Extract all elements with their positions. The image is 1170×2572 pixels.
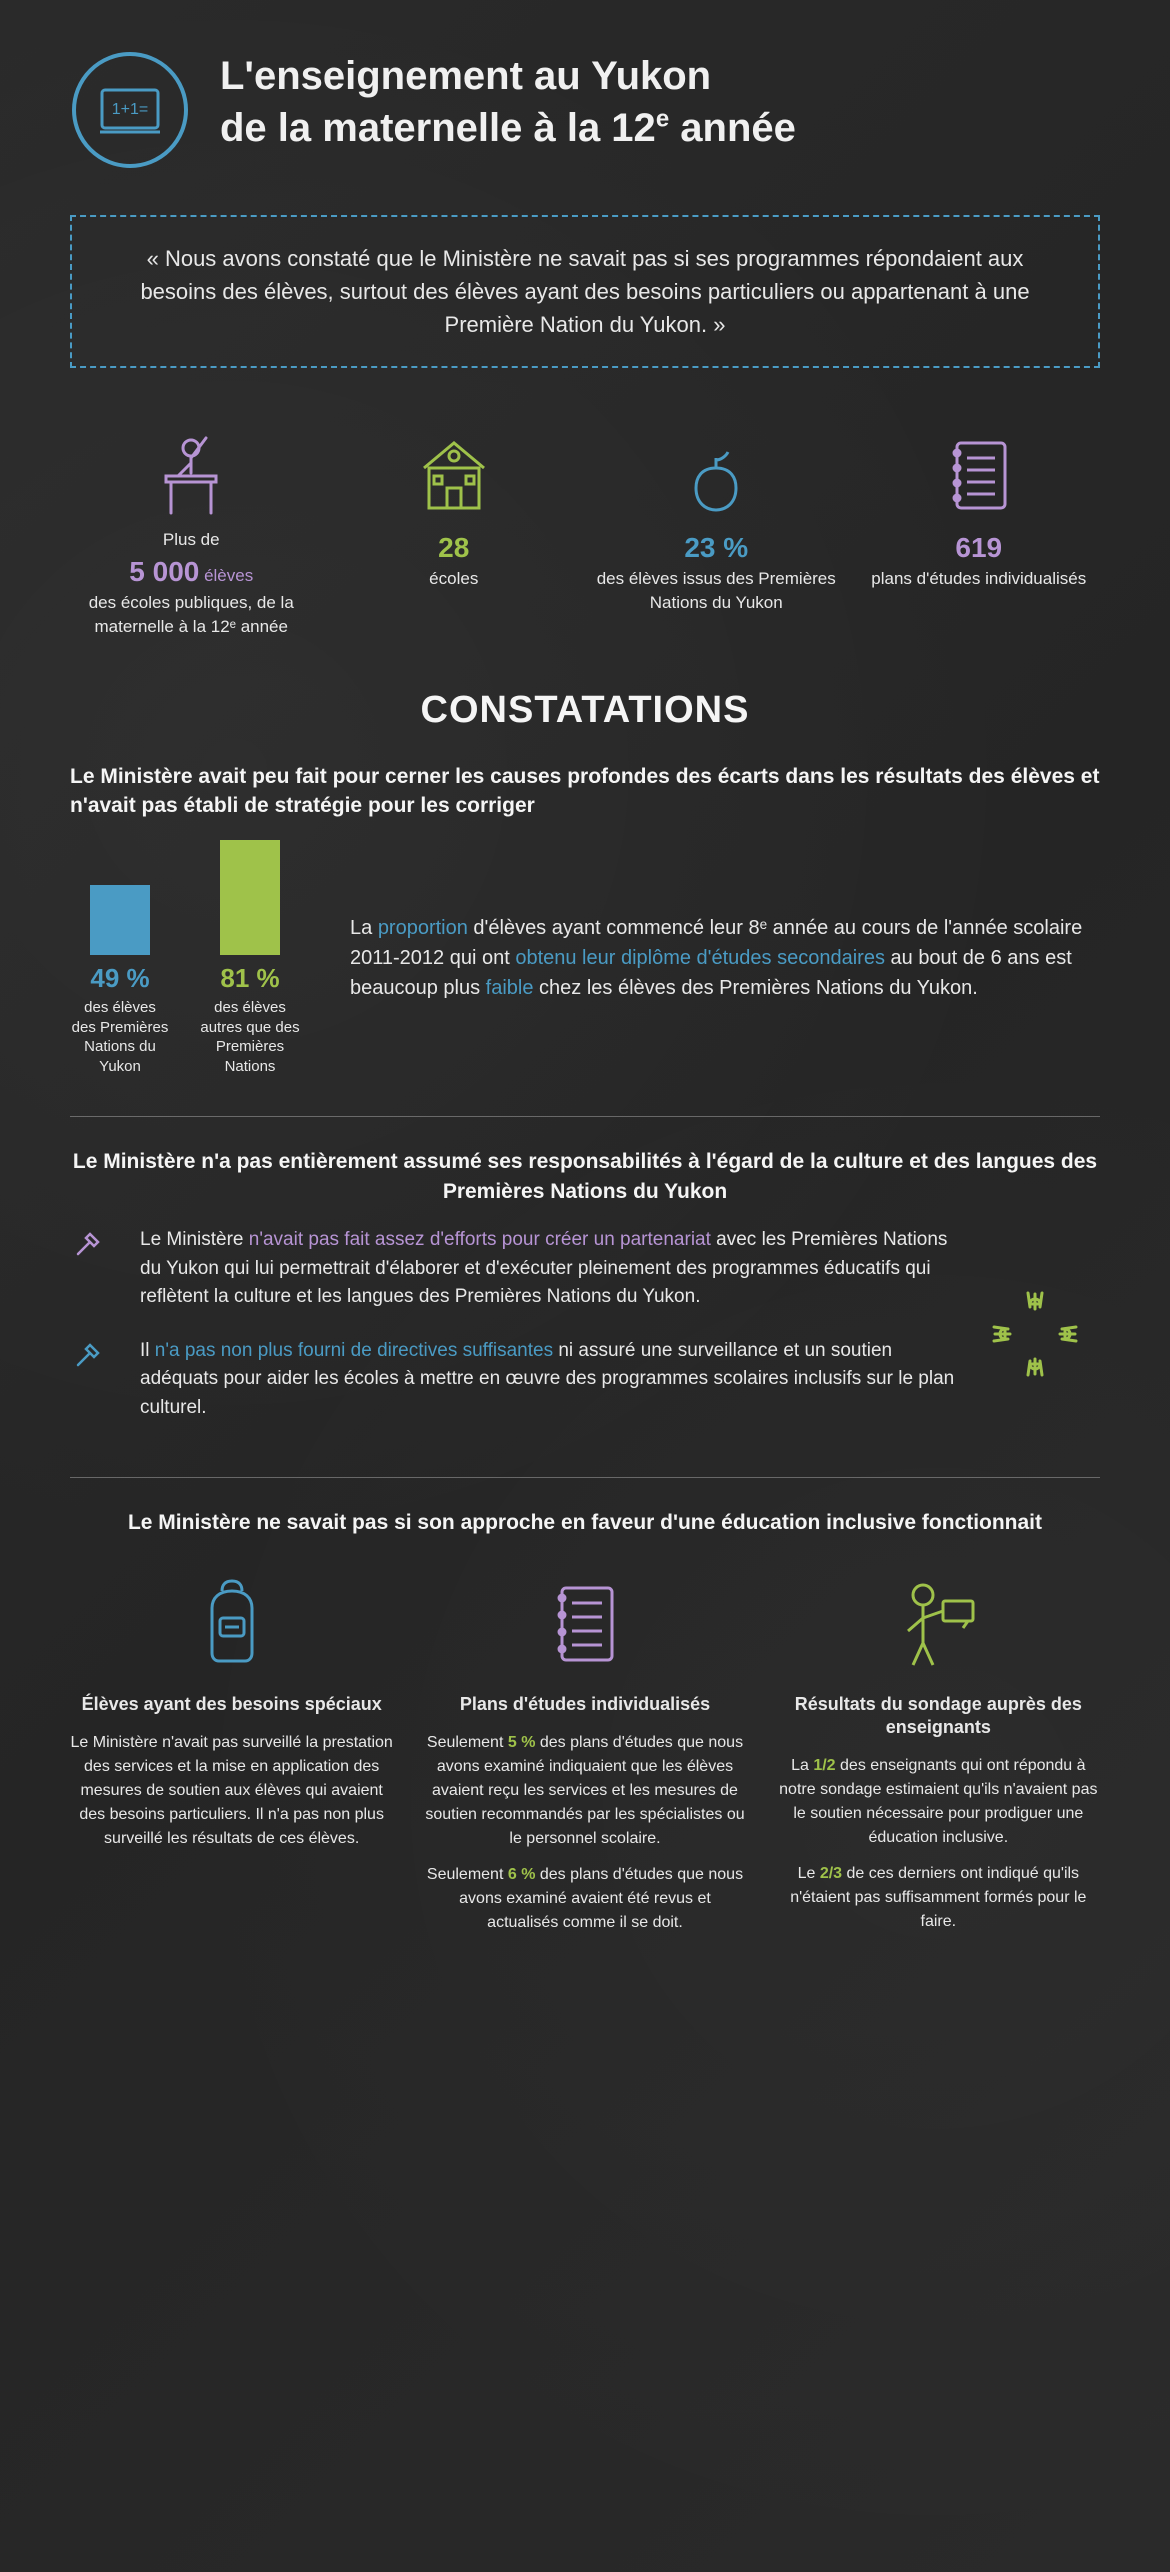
hl: 2/3 (820, 1865, 842, 1882)
hl: n'a pas non plus fourni de directives su… (155, 1340, 553, 1361)
col-text: Le Ministère n'avait pas surveillé la pr… (70, 1731, 393, 1851)
hl: 1/2 (813, 1757, 835, 1774)
col-text: La 1/2 des enseignants qui ont répondu à… (777, 1754, 1100, 1934)
col-plans: Plans d'études individualisés Seulement … (423, 1568, 746, 1947)
hl: n'avait pas fait assez d'efforts pour cr… (249, 1229, 711, 1250)
t: chez les élèves des Premières Nations du… (533, 977, 977, 999)
para: Le Ministère n'avait pas surveillé la pr… (70, 1731, 393, 1851)
stat-num: 619 (955, 532, 1002, 563)
stat-plans: 619 plans d'études individualisés (858, 418, 1101, 639)
title-end: année (669, 106, 796, 150)
col-title: Plans d'études individualisés (423, 1693, 746, 1716)
section-title: CONSTATATIONS (70, 689, 1100, 732)
col-title: Résultats du sondage auprès des enseigna… (777, 1693, 1100, 1740)
quote-box: « Nous avons constaté que le Ministère n… (70, 215, 1100, 368)
stat-num: 23 % (684, 532, 748, 563)
t: Seulement (427, 1866, 508, 1883)
finding-item: Il n'a pas non plus fourni de directives… (70, 1337, 960, 1423)
bar-pct: 49 % (70, 963, 170, 994)
stat-firstnations: 23 % des élèves issus des Premières Nati… (595, 418, 838, 639)
page-title: L'enseignement au Yukon de la maternelle… (220, 50, 796, 154)
hands-icon (980, 1279, 1100, 1394)
stat-unit: élèves (199, 566, 253, 585)
svg-text:1+1=: 1+1= (112, 101, 148, 118)
hammer-icon (70, 1226, 110, 1267)
hl: faible (486, 977, 534, 999)
notebook-icon (858, 418, 1101, 518)
stats-row: Plus de 5 000 élèves des écoles publique… (70, 418, 1100, 639)
para: Le 2/3 de ces derniers ont indiqué qu'il… (777, 1862, 1100, 1934)
bar-label: des élèves autres que des Premières Nati… (200, 998, 300, 1076)
teacher-icon (777, 1568, 1100, 1678)
finding2-heading: Le Ministère n'a pas entièrement assumé … (70, 1147, 1100, 1206)
apple-icon (595, 418, 838, 518)
t: Seulement (427, 1734, 508, 1751)
chalkboard-icon: 1+1= (70, 50, 190, 175)
hl: obtenu leur diplôme d'études secondaires (515, 947, 885, 969)
stat-num: 5 000 (129, 556, 199, 587)
finding3-heading: Le Ministère ne savait pas si son approc… (70, 1508, 1100, 1537)
stat-post: des élèves issus des Premières Nations d… (597, 569, 836, 612)
title-line2: de la maternelle à la 12 (220, 106, 656, 150)
stat-pre: Plus de (163, 530, 220, 549)
divider (70, 1477, 1100, 1478)
stat-text: 28 écoles (333, 528, 576, 591)
stat-text: 619 plans d'études individualisés (858, 528, 1101, 591)
stat-schools: 28 écoles (333, 418, 576, 639)
school-icon (333, 418, 576, 518)
divider (70, 1116, 1100, 1117)
bar-chart: 49 % des élèves des Premières Nations du… (70, 840, 300, 1076)
hl: proportion (378, 917, 468, 939)
para: Seulement 6 % des plans d'études que nou… (423, 1863, 746, 1935)
bar-group: 49 % des élèves des Premières Nations du… (70, 885, 170, 1076)
col-text: Seulement 5 % des plans d'études que nou… (423, 1731, 746, 1935)
bar-group: 81 % des élèves autres que des Premières… (200, 840, 300, 1076)
t: La (350, 917, 378, 939)
stat-post: des écoles publiques, de la maternelle à… (89, 593, 294, 636)
chart-description: La proportion d'élèves ayant commencé le… (350, 913, 1100, 1003)
stat-text: 23 % des élèves issus des Premières Nati… (595, 528, 838, 615)
bar-pct: 81 % (200, 963, 300, 994)
quote-text: « Nous avons constaté que le Ministère n… (140, 246, 1029, 337)
finding-text: Le Ministère n'avait pas fait assez d'ef… (140, 1226, 960, 1312)
title-line1: L'enseignement au Yukon (220, 54, 711, 98)
stat-students: Plus de 5 000 élèves des écoles publique… (70, 418, 313, 639)
student-desk-icon (70, 418, 313, 518)
bar (90, 885, 150, 955)
hl: 5 % (508, 1734, 536, 1751)
bar-label: des élèves des Premières Nations du Yuko… (70, 998, 170, 1076)
bar (220, 840, 280, 955)
t: Le Ministère (140, 1229, 249, 1250)
t: Le (798, 1865, 820, 1882)
three-columns: Élèves ayant des besoins spéciaux Le Min… (70, 1568, 1100, 1947)
para: La 1/2 des enseignants qui ont répondu à… (777, 1754, 1100, 1850)
stat-num: 28 (438, 532, 469, 563)
notebook-icon (423, 1568, 746, 1678)
t: Il (140, 1340, 155, 1361)
stat-post: plans d'études individualisés (871, 569, 1086, 588)
title-sup: e (656, 106, 669, 133)
bar-chart-section: 49 % des élèves des Premières Nations du… (70, 840, 1100, 1076)
stat-text: Plus de 5 000 élèves des écoles publique… (70, 528, 313, 639)
backpack-icon (70, 1568, 393, 1678)
t: La (791, 1757, 813, 1774)
col-title: Élèves ayant des besoins spéciaux (70, 1693, 393, 1716)
col-special-needs: Élèves ayant des besoins spéciaux Le Min… (70, 1568, 393, 1947)
para: Seulement 5 % des plans d'études que nou… (423, 1731, 746, 1851)
col-survey: Résultats du sondage auprès des enseigna… (777, 1568, 1100, 1947)
finding-item: Le Ministère n'avait pas fait assez d'ef… (70, 1226, 960, 1312)
finding1-heading: Le Ministère avait peu fait pour cerner … (70, 762, 1100, 821)
header: 1+1= L'enseignement au Yukon de la mater… (70, 50, 1100, 175)
hl: 6 % (508, 1866, 536, 1883)
hammer-icon (70, 1337, 110, 1378)
stat-post: écoles (429, 569, 478, 588)
finding-text: Il n'a pas non plus fourni de directives… (140, 1337, 960, 1423)
